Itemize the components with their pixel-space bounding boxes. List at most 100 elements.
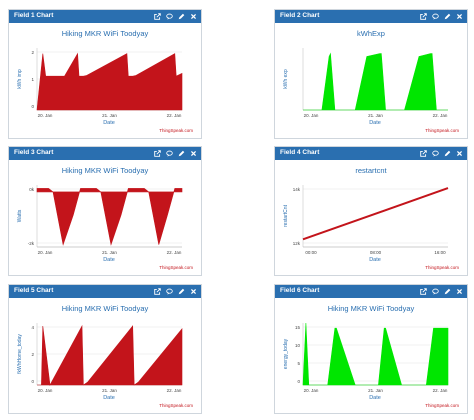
close-icon[interactable]	[190, 288, 197, 295]
x-tick-label: 20. Jan	[38, 388, 53, 393]
x-tick-label: 20. Jan	[38, 250, 53, 255]
close-icon[interactable]	[190, 13, 197, 20]
chart-panel-field-6: Field 6 Chart Hiking MKR WiFi Toodyay 0 5 1…	[274, 284, 468, 414]
close-icon[interactable]	[456, 13, 463, 20]
y-axis-label: Watts	[17, 209, 23, 222]
x-tick-label: 20. Jan	[38, 113, 53, 118]
external-link-icon[interactable]	[420, 150, 427, 157]
chart-panel-field-2: Field 2 Chart kWhExp 20. Jan 21. Jan 22. Ja…	[274, 9, 468, 139]
chart-field-2: kWhExp 20. Jan 21. Jan 22. Jan Date kWh exp Th…	[283, 29, 459, 133]
y-tick-label: 10	[295, 343, 301, 348]
x-tick-label: 21. Jan	[368, 113, 383, 118]
x-tick-label: 16:00	[434, 250, 446, 255]
external-link-icon[interactable]	[154, 13, 161, 20]
y-tick-label: 2	[31, 352, 34, 357]
comment-icon[interactable]	[432, 150, 439, 157]
close-icon[interactable]	[190, 150, 197, 157]
x-tick-label: 21. Jan	[102, 113, 117, 118]
chart-field-3: Hiking MKR WiFi Toodyay -2k 0k 20. Jan 21. J…	[17, 166, 193, 270]
comment-icon[interactable]	[432, 13, 439, 20]
panel-title: Field 2 Chart	[280, 12, 320, 19]
pencil-icon[interactable]	[444, 150, 451, 157]
close-icon[interactable]	[456, 288, 463, 295]
chart-panel-field-3: Field 3 Chart Hiking MKR WiFi Toodyay -2k…	[8, 146, 202, 276]
y-tick-label: 2	[31, 50, 34, 55]
thingspeak-credit: ThingSpeak.com	[159, 403, 193, 408]
data-line	[302, 187, 449, 241]
chart-panel-field-4: Field 4 Chart restartcnt 12k 14k 00:00 08:00…	[274, 146, 468, 276]
y-axis-label: kWh exp	[283, 69, 289, 89]
pencil-icon[interactable]	[178, 150, 185, 157]
y-tick-label: 0	[31, 104, 34, 109]
x-tick-label: 22. Jan	[167, 388, 182, 393]
data-area	[37, 324, 183, 386]
chart-panel-field-1: Field 1 Chart Hiking MKR WiFi Toodyay 0 1 2…	[8, 9, 202, 139]
x-tick-label: 22. Jan	[167, 113, 182, 118]
panel-header: Field 6 Chart	[275, 285, 467, 298]
x-tick-label: 08:00	[370, 250, 382, 255]
thingspeak-credit: ThingSpeak.com	[425, 403, 459, 408]
panel-title: Field 3 Chart	[14, 149, 54, 156]
x-tick-label: 22. Jan	[433, 388, 448, 393]
chart-field-6: Hiking MKR WiFi Toodyay 0 5 10 15 20. Jan 21. …	[283, 304, 459, 408]
data-area	[302, 322, 449, 386]
comment-icon[interactable]	[166, 13, 173, 20]
data-area	[36, 188, 183, 246]
y-axis-label: restartCnt	[283, 204, 289, 227]
y-tick-label: 0	[31, 379, 34, 384]
x-axis-label: Date	[103, 120, 115, 126]
data-area	[303, 52, 448, 111]
y-axis-label: kWh imp	[17, 69, 23, 89]
y-tick-label: 1	[31, 77, 34, 82]
external-link-icon[interactable]	[420, 288, 427, 295]
chart-title: Hiking MKR WiFi Toodyay	[62, 166, 149, 175]
pencil-icon[interactable]	[178, 13, 185, 20]
panel-title: Field 1 Chart	[14, 12, 54, 19]
chart-title: kWhExp	[357, 29, 385, 38]
chart-title: restartcnt	[355, 166, 387, 175]
pencil-icon[interactable]	[178, 288, 185, 295]
y-tick-label: 12k	[293, 241, 301, 246]
comment-icon[interactable]	[432, 288, 439, 295]
thingspeak-credit: ThingSpeak.com	[159, 265, 193, 270]
close-icon[interactable]	[456, 150, 463, 157]
x-tick-label: 22. Jan	[167, 250, 182, 255]
x-tick-label: 21. Jan	[368, 388, 383, 393]
panel-title: Field 5 Chart	[14, 287, 54, 294]
y-tick-label: 15	[295, 325, 301, 330]
chart-title: Hiking MKR WiFi Toodyay	[328, 304, 415, 313]
y-tick-label: -2k	[28, 241, 35, 246]
data-area	[36, 52, 183, 111]
x-tick-label: 20. Jan	[304, 113, 319, 118]
panel-title: Field 4 Chart	[280, 149, 320, 156]
panel-header: Field 2 Chart	[275, 10, 467, 23]
x-axis-label: Date	[369, 120, 381, 126]
x-axis-label: Date	[103, 257, 115, 263]
chart-field-1: Hiking MKR WiFi Toodyay 0 1 2 20. Jan 21. Jan…	[17, 29, 193, 133]
comment-icon[interactable]	[166, 288, 173, 295]
thingspeak-credit: ThingSpeak.com	[159, 128, 193, 133]
thingspeak-credit: ThingSpeak.com	[425, 265, 459, 270]
x-tick-label: 22. Jan	[433, 113, 448, 118]
panel-header: Field 4 Chart	[275, 147, 467, 160]
y-tick-label: 14k	[293, 187, 301, 192]
y-tick-label: 5	[297, 361, 300, 366]
y-tick-label: 0	[297, 379, 300, 384]
chart-field-5: Hiking MKR WiFi Toodyay 0 2 4 20. Jan 21. Jan…	[17, 304, 193, 408]
x-tick-label: 00:00	[305, 250, 317, 255]
x-tick-label: 20. Jan	[304, 388, 319, 393]
y-tick-label: 0k	[29, 187, 35, 192]
y-axis-label: energy_today	[283, 338, 289, 369]
panel-header: Field 3 Chart	[9, 147, 201, 160]
thingspeak-credit: ThingSpeak.com	[425, 128, 459, 133]
y-axis-label: fkWhHome_today	[17, 334, 23, 374]
external-link-icon[interactable]	[154, 150, 161, 157]
panel-header: Field 5 Chart	[9, 285, 201, 298]
pencil-icon[interactable]	[444, 13, 451, 20]
comment-icon[interactable]	[166, 150, 173, 157]
pencil-icon[interactable]	[444, 288, 451, 295]
chart-title: Hiking MKR WiFi Toodyay	[62, 304, 149, 313]
x-axis-label: Date	[103, 395, 115, 401]
external-link-icon[interactable]	[420, 13, 427, 20]
external-link-icon[interactable]	[154, 288, 161, 295]
